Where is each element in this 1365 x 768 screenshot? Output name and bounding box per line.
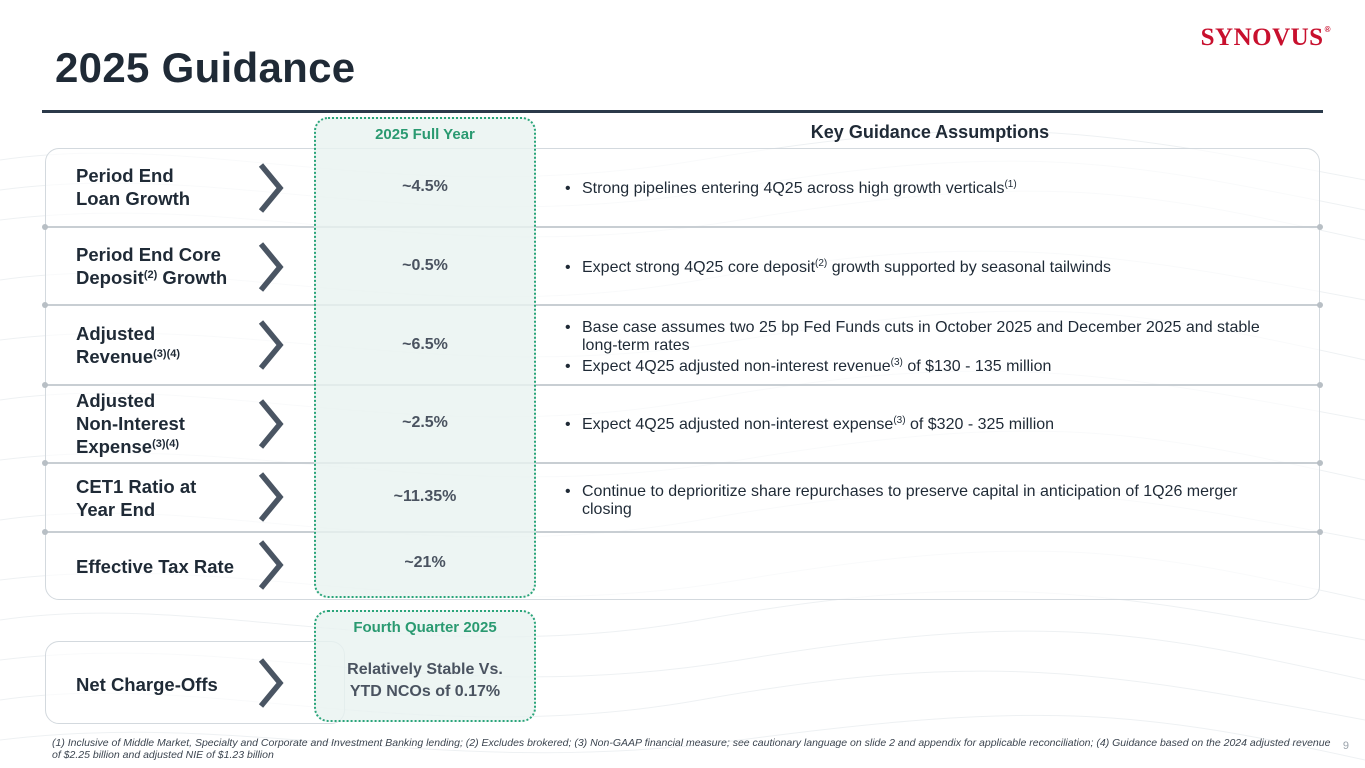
synovus-logo: SYNOVUS® (1201, 24, 1331, 52)
full-year-column-highlight (314, 117, 536, 598)
row-divider (42, 529, 1323, 534)
logo-registered-mark: ® (1324, 25, 1331, 34)
row-label-adjusted-revenue: Adjusted Revenue(3)(4) (76, 323, 181, 367)
bullet-item: Strong pipelines entering 4Q25 across hi… (563, 180, 1278, 199)
ncos-panel (45, 641, 345, 724)
chevron-right-icon (258, 399, 284, 449)
page-title: 2025 Guidance (55, 44, 356, 91)
assumptions-core-deposit-growth: Expect strong 4Q25 core deposit(2) growt… (563, 259, 1278, 280)
value-net-charge-offs: Relatively Stable Vs. YTD NCOs of 0.17% (347, 661, 503, 700)
row-divider (42, 224, 1323, 229)
chevron-right-icon (258, 658, 284, 708)
logo-text: SYNOVUS (1200, 24, 1324, 51)
quarter-column-header: Fourth Quarter 2025 (353, 619, 497, 636)
bullet-item: Expect 4Q25 adjusted non-interest revenu… (563, 358, 1278, 377)
value-effective-tax-rate: ~21% (404, 554, 446, 571)
row-label-core-deposit-growth: Period End Core Deposit(2) Growth (76, 244, 228, 288)
chevron-right-icon (258, 242, 284, 292)
bullet-item: Base case assumes two 25 bp Fed Funds cu… (563, 319, 1278, 355)
value-cet1-ratio: ~11.35% (393, 488, 457, 505)
row-label-net-charge-offs: Net Charge-Offs (76, 674, 218, 695)
value-loan-growth: ~4.5% (402, 178, 448, 195)
chevron-right-icon (258, 163, 284, 213)
value-adjusted-nie: ~2.5% (402, 414, 448, 431)
assumptions-loan-growth: Strong pipelines entering 4Q25 across hi… (563, 180, 1278, 201)
chevron-right-icon (258, 320, 284, 370)
full-year-column-header: 2025 Full Year (375, 126, 475, 143)
row-divider (42, 302, 1323, 307)
value-adjusted-revenue: ~6.5% (402, 336, 448, 353)
row-label-adjusted-nie: Adjusted Non-Interest Expense(3)(4) (76, 390, 185, 457)
assumptions-adjusted-revenue: Base case assumes two 25 bp Fed Funds cu… (563, 319, 1278, 379)
assumptions-adjusted-nie: Expect 4Q25 adjusted non-interest expens… (563, 416, 1278, 437)
footnote: (1) Inclusive of Middle Market, Specialt… (52, 737, 1331, 761)
row-divider (42, 382, 1323, 387)
bullet-item: Expect strong 4Q25 core deposit(2) growt… (563, 259, 1278, 278)
title-divider (42, 110, 1323, 113)
value-core-deposit-growth: ~0.5% (402, 257, 448, 274)
quarter-column-highlight (314, 610, 536, 722)
chevron-right-icon (258, 540, 284, 590)
page-number: 9 (1342, 740, 1349, 752)
row-label-loan-growth: Period End Loan Growth (76, 165, 191, 209)
row-label-effective-tax-rate: Effective Tax Rate (76, 556, 234, 577)
assumptions-cet1-ratio: Continue to deprioritize share repurchas… (563, 483, 1278, 522)
row-label-cet1-ratio: CET1 Ratio at Year End (76, 476, 197, 520)
assumptions-column-header: Key Guidance Assumptions (810, 122, 1050, 142)
bullet-item: Continue to deprioritize share repurchas… (563, 483, 1278, 519)
row-divider (42, 460, 1323, 465)
bullet-item: Expect 4Q25 adjusted non-interest expens… (563, 416, 1278, 435)
chevron-right-icon (258, 472, 284, 522)
